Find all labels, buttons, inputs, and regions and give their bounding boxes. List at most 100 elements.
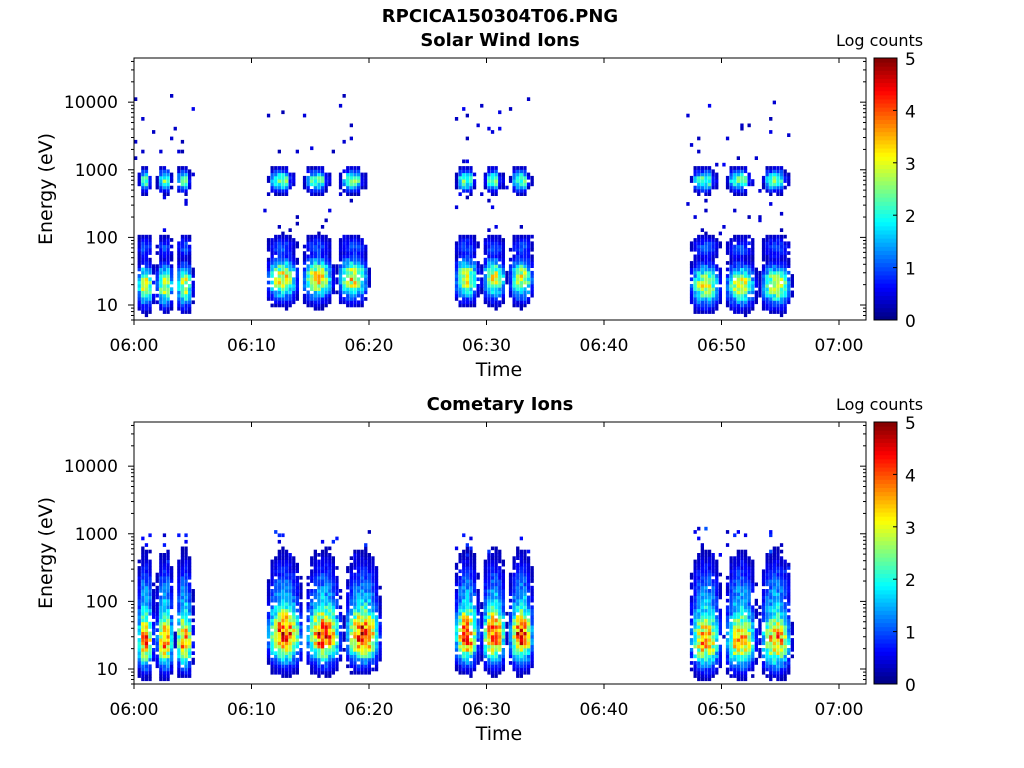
spectrogram-cell [480,192,484,196]
spectrogram-cell [310,234,314,239]
spectrogram-cell [374,566,379,570]
spectrogram-cell [166,569,170,574]
spectrogram-cell [469,611,473,616]
spectrogram-cell [508,582,513,587]
spectrogram-cell [356,670,361,675]
spectrogram-cell [371,661,375,665]
spectrogram-cell [458,641,462,646]
spectrogram-cell [704,605,708,610]
spectrogram-cell [462,569,466,574]
spectrogram-cell [454,664,459,669]
spectrogram-cell [769,192,773,196]
colorbar-segment [874,107,897,112]
spectrogram-cell [349,270,353,275]
spectrogram-cell [310,300,314,305]
spectrogram-cell [700,270,704,275]
spectrogram-cell [512,615,516,619]
spectrogram-cell [284,579,289,583]
spectrogram-cell [689,628,694,632]
spectrogram-cell [320,556,325,560]
spectrogram-cell [141,611,145,616]
spectrogram-cell [465,254,469,259]
spectrogram-cell [320,585,325,590]
spectrogram-cell [704,277,708,282]
spectrogram-cell [371,595,375,600]
spectrogram-cell [284,638,289,642]
spectrogram-cell [284,664,289,669]
spectrogram-cell [697,625,701,629]
colorbar-segment [874,111,897,116]
spectrogram-cell [184,264,188,268]
spectrogram-cell [342,648,346,652]
spectrogram-cell [743,303,748,308]
spectrogram-cell [166,651,170,655]
spectrogram-cell [508,274,513,278]
spectrogram-cell [328,664,332,669]
spectrogram-cell [335,267,339,272]
spectrogram-cell [494,175,498,180]
spectrogram-cell [266,257,271,262]
spectrogram-cell [707,244,712,249]
spectrogram-cell [313,615,317,619]
spectrogram-cell [769,293,773,298]
spectrogram-cell [765,293,769,298]
spectrogram-cell [462,628,466,632]
spectrogram-cell [328,667,332,672]
spectrogram-cell [743,284,748,288]
spectrogram-cell [458,648,462,652]
spectrogram-cell [162,641,167,646]
spectrogram-cell [356,618,361,623]
spectrogram-cell [776,303,780,308]
spectrogram-cell [306,651,310,655]
spectrogram-cell [783,185,787,190]
spectrogram-cell [288,562,292,567]
spectrogram-cell [462,582,466,587]
spectrogram-cell [191,598,195,603]
spectrogram-cell [374,651,379,655]
spectrogram-cell [284,185,289,190]
spectrogram-cell [743,300,748,305]
spectrogram-cell [335,657,339,662]
spectrogram-cell [346,651,350,655]
spectrogram-cell [274,267,278,272]
spectrogram-cell [346,595,350,600]
spectrogram-cell [317,280,321,285]
spectrogram-cell [155,284,159,288]
spectrogram-cell [188,608,192,613]
spectrogram-cell [487,644,491,649]
spectrogram-cell [469,169,473,174]
spectrogram-cell [274,290,278,295]
spectrogram-cell [324,618,328,623]
spectrogram-cell [364,257,368,262]
spectrogram-cell [458,579,462,583]
spectrogram-cell [704,608,708,613]
spectrogram-cell [700,641,704,646]
spectrogram-cell [277,192,281,196]
spectrogram-cell [498,618,502,623]
spectrogram-cell [765,169,769,174]
spectrogram-cell [501,589,505,593]
spectrogram-cell [371,654,375,659]
spectrogram-cell [180,641,185,646]
spectrogram-cell [707,103,712,108]
spectrogram-cell [184,657,188,662]
spectrogram-cell [306,189,310,193]
spectrogram-cell [480,634,484,639]
spectrogram-cell [353,254,357,259]
spectrogram-cell [498,277,502,282]
spectrogram-cell [180,608,185,613]
spectrogram-cell [328,605,332,610]
spectrogram-cell [458,589,462,593]
spectrogram-cell [689,602,694,606]
spectrogram-cell [519,284,523,288]
spectrogram-cell [487,641,491,646]
spectrogram-cell [299,651,303,655]
spectrogram-cell [170,251,174,255]
spectrogram-cell [346,280,350,285]
spectrogram-cell [523,244,527,249]
spectrogram-cell [487,654,491,659]
spectrogram-cell [743,274,748,278]
spectrogram-cell [342,615,346,619]
spectrogram-cell [277,598,281,603]
spectrogram-cell [367,270,371,275]
